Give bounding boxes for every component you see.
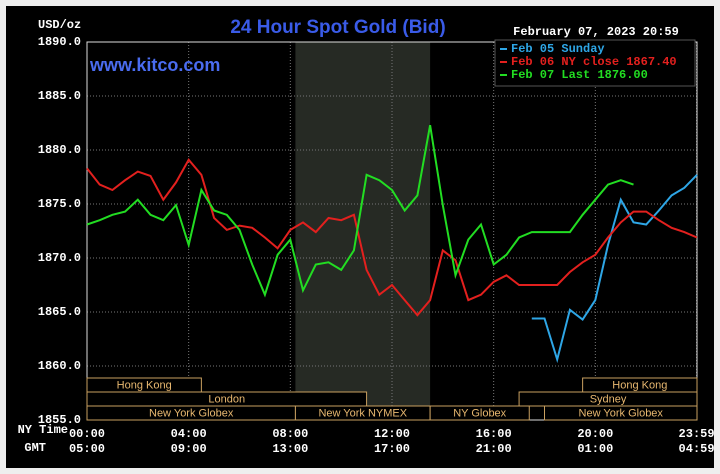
session-label: Hong Kong (612, 379, 667, 391)
x-axis-label: NY Time (18, 423, 68, 437)
x2-tick-label: 09:00 (171, 442, 207, 456)
x2-tick-label: 17:00 (374, 442, 410, 456)
y-tick-label: 1860.0 (38, 359, 81, 373)
x-tick-label: 20:00 (577, 427, 613, 441)
session-box (429, 405, 530, 421)
x2-tick-label: 21:00 (476, 442, 512, 456)
x-tick-label: 12:00 (374, 427, 410, 441)
x2-tick-label: 04:59 (679, 442, 715, 456)
x-tick-label: 04:00 (171, 427, 207, 441)
x2-tick-label: 05:00 (69, 442, 105, 456)
legend-box (494, 39, 696, 87)
session-label: Hong Kong (117, 379, 172, 391)
session-label: NY Globex (453, 407, 506, 419)
session-label: Sydney (590, 393, 627, 405)
y-axis-label: USD/oz (38, 18, 81, 32)
y-tick-label: 1875.0 (38, 197, 81, 211)
series-line (86, 157, 698, 317)
x2-axis-label: GMT (24, 441, 46, 455)
x-tick-label: 16:00 (476, 427, 512, 441)
x-tick-label: 23:59 (679, 427, 715, 441)
site-label: www.kitco.com (89, 55, 220, 75)
y-tick-label: 1880.0 (38, 143, 81, 157)
chart-title: 24 Hour Spot Gold (Bid) (230, 17, 445, 38)
y-tick-label: 1885.0 (38, 89, 81, 103)
y-tick-label: 1855.0 (38, 413, 81, 427)
session-label: New York Globex (149, 407, 234, 419)
series-line (531, 174, 698, 364)
legend-label: Feb 06 NY close 1867.40 (511, 55, 677, 69)
session-box (544, 405, 698, 421)
x-tick-label: 08:00 (272, 427, 308, 441)
session-label: New York Globex (579, 407, 664, 419)
timestamp: February 07, 2023 20:59 (513, 25, 679, 39)
legend-label: Feb 07 Last 1876.00 (511, 68, 648, 82)
legend-label: Feb 05 Sunday (511, 42, 605, 56)
y-tick-label: 1890.0 (38, 35, 81, 49)
x2-tick-label: 01:00 (577, 442, 613, 456)
series-line (86, 125, 634, 298)
y-tick-label: 1870.0 (38, 251, 81, 265)
x2-tick-label: 13:00 (272, 442, 308, 456)
session-label: New York NYMEX (318, 407, 407, 419)
x-tick-label: 00:00 (69, 427, 105, 441)
session-label: London (208, 393, 245, 405)
y-tick-label: 1865.0 (38, 305, 81, 319)
